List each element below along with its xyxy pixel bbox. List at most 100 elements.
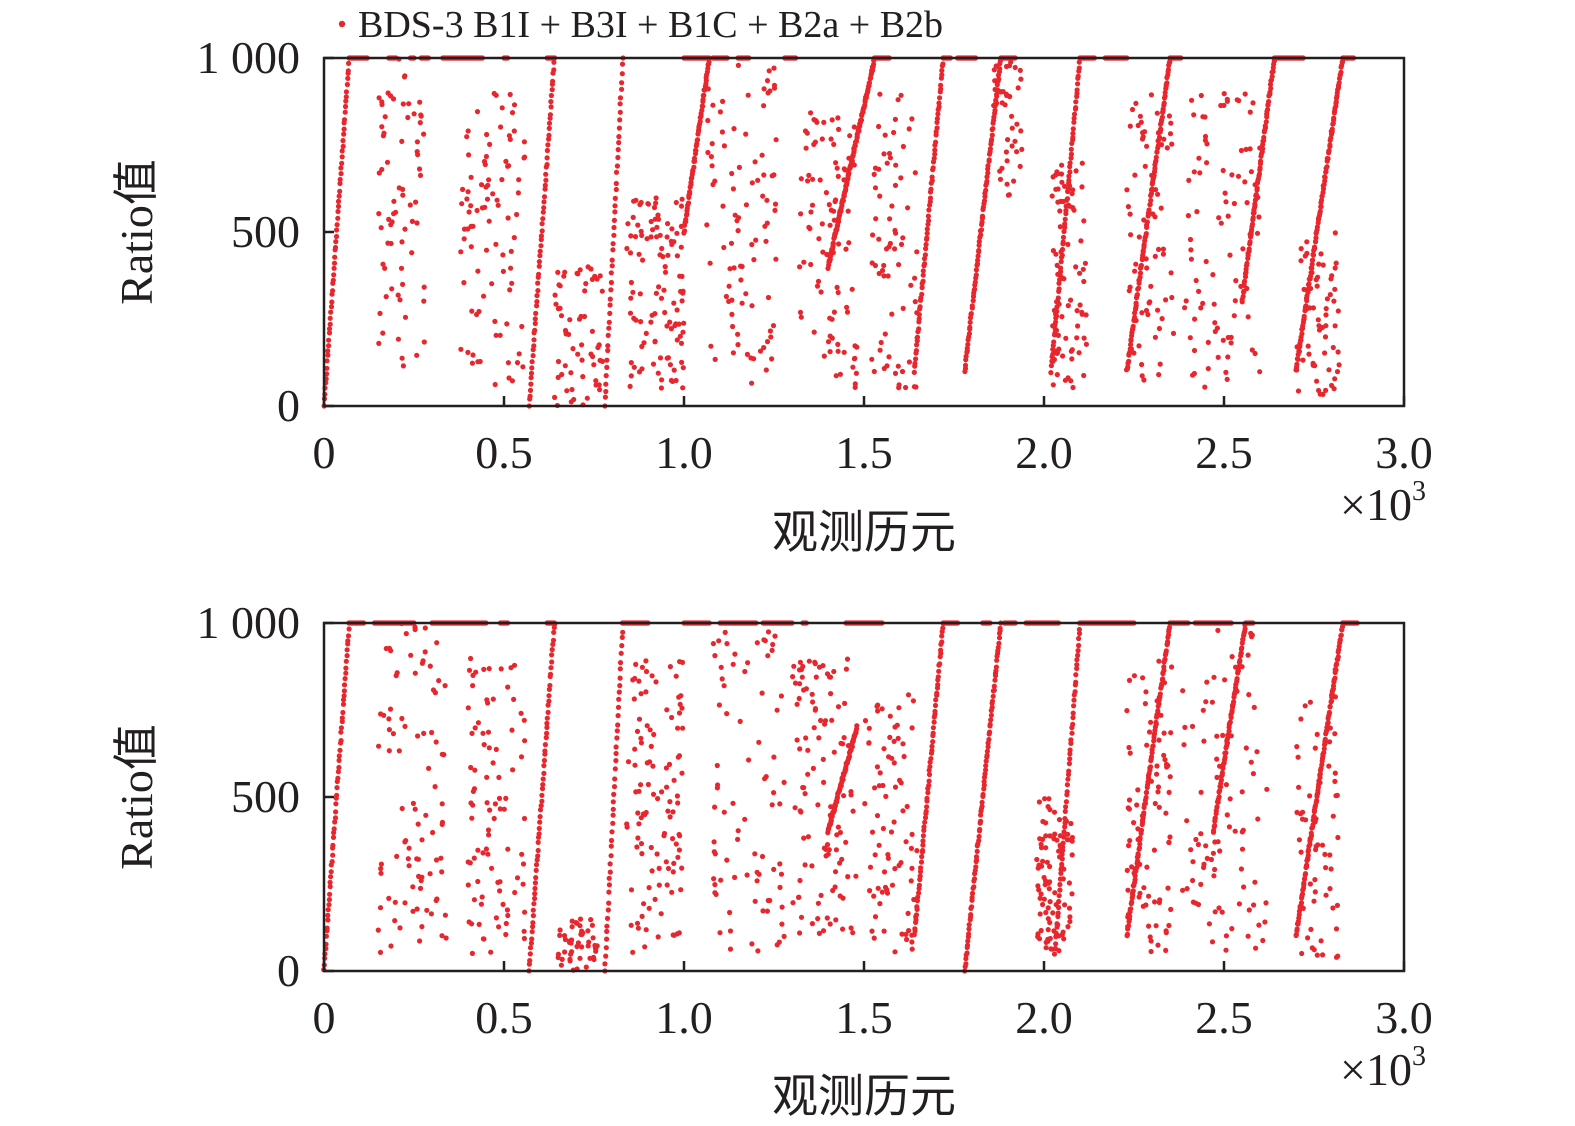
data-point	[1076, 642, 1082, 649]
data-point	[854, 344, 860, 350]
data-point	[613, 744, 619, 750]
data-point	[1056, 286, 1062, 292]
data-point	[464, 196, 470, 202]
data-point	[405, 114, 411, 121]
data-point	[579, 944, 585, 950]
data-point	[848, 789, 854, 795]
data-point	[912, 360, 918, 367]
data-point	[643, 658, 649, 664]
data-point	[1051, 928, 1057, 934]
data-point	[331, 272, 337, 278]
data-point	[530, 924, 536, 930]
data-point	[1191, 347, 1198, 354]
data-point	[932, 151, 938, 157]
data-point	[394, 853, 400, 860]
data-point	[1138, 119, 1144, 125]
data-point	[465, 128, 471, 134]
data-point	[891, 760, 897, 766]
data-point	[876, 783, 883, 789]
data-point	[1075, 652, 1081, 659]
data-point	[681, 320, 687, 326]
data-point	[1156, 737, 1162, 743]
data-point	[521, 928, 527, 934]
data-point	[691, 164, 697, 170]
data-point	[975, 253, 981, 259]
data-point	[1220, 167, 1226, 174]
data-point	[1328, 866, 1334, 872]
data-point	[481, 293, 487, 299]
data-point	[759, 152, 765, 158]
data-point	[505, 846, 511, 852]
data-point	[678, 887, 684, 893]
data-point	[1168, 120, 1174, 126]
data-point	[1221, 102, 1227, 108]
data-point	[889, 311, 895, 317]
data-point	[764, 78, 771, 84]
data-point	[851, 162, 857, 168]
data-point	[927, 764, 933, 770]
data-point	[443, 935, 449, 941]
data-point	[509, 280, 515, 286]
data-point	[331, 265, 337, 271]
data-point	[628, 233, 634, 239]
data-point	[1227, 796, 1233, 802]
data-point	[1057, 208, 1063, 214]
data-point	[1163, 648, 1169, 654]
data-point	[1153, 187, 1159, 193]
data-point	[1019, 146, 1025, 152]
data-point	[735, 828, 741, 834]
data-point	[1212, 909, 1218, 915]
data-point	[1298, 716, 1304, 722]
data-point	[1137, 270, 1144, 276]
data-point	[1200, 300, 1206, 306]
data-point	[914, 342, 920, 348]
data-point	[997, 168, 1003, 174]
data-point	[797, 930, 803, 936]
data-point	[1148, 948, 1154, 955]
data-point	[328, 874, 334, 880]
data-point	[381, 130, 387, 136]
data-point	[606, 319, 612, 325]
data-point	[412, 670, 418, 676]
data-point	[635, 810, 641, 816]
data-point	[721, 809, 727, 815]
data-point	[1038, 845, 1045, 851]
data-point	[843, 839, 849, 845]
data-point	[811, 141, 817, 147]
data-point	[739, 300, 745, 306]
data-point	[608, 279, 615, 286]
data-point	[1314, 797, 1320, 804]
data-point	[922, 815, 929, 821]
data-point	[1038, 927, 1044, 934]
x-tick-label: 1.0	[655, 427, 713, 478]
data-point	[1227, 719, 1233, 725]
data-point	[1318, 204, 1324, 210]
data-point	[754, 878, 760, 884]
data-point	[968, 311, 974, 317]
data-point	[330, 288, 336, 294]
data-point	[406, 863, 412, 869]
data-point	[1327, 142, 1333, 148]
data-point	[1056, 346, 1062, 352]
data-point	[712, 804, 718, 810]
data-point	[1332, 323, 1338, 329]
data-point	[764, 220, 770, 226]
data-point	[1325, 720, 1331, 726]
data-point	[1167, 834, 1173, 840]
data-point	[777, 801, 783, 807]
data-point	[495, 879, 501, 886]
data-point	[499, 177, 505, 183]
data-point	[831, 809, 837, 815]
data-point	[712, 356, 718, 362]
data-point	[1247, 109, 1253, 115]
data-point	[1193, 836, 1199, 843]
data-point	[916, 882, 923, 888]
data-point	[1322, 851, 1328, 858]
data-point	[591, 956, 597, 963]
data-point	[892, 949, 898, 955]
data-point	[671, 367, 677, 373]
data-point	[983, 767, 989, 773]
data-point	[521, 935, 528, 942]
data-point	[506, 133, 512, 139]
data-point	[1148, 283, 1154, 289]
